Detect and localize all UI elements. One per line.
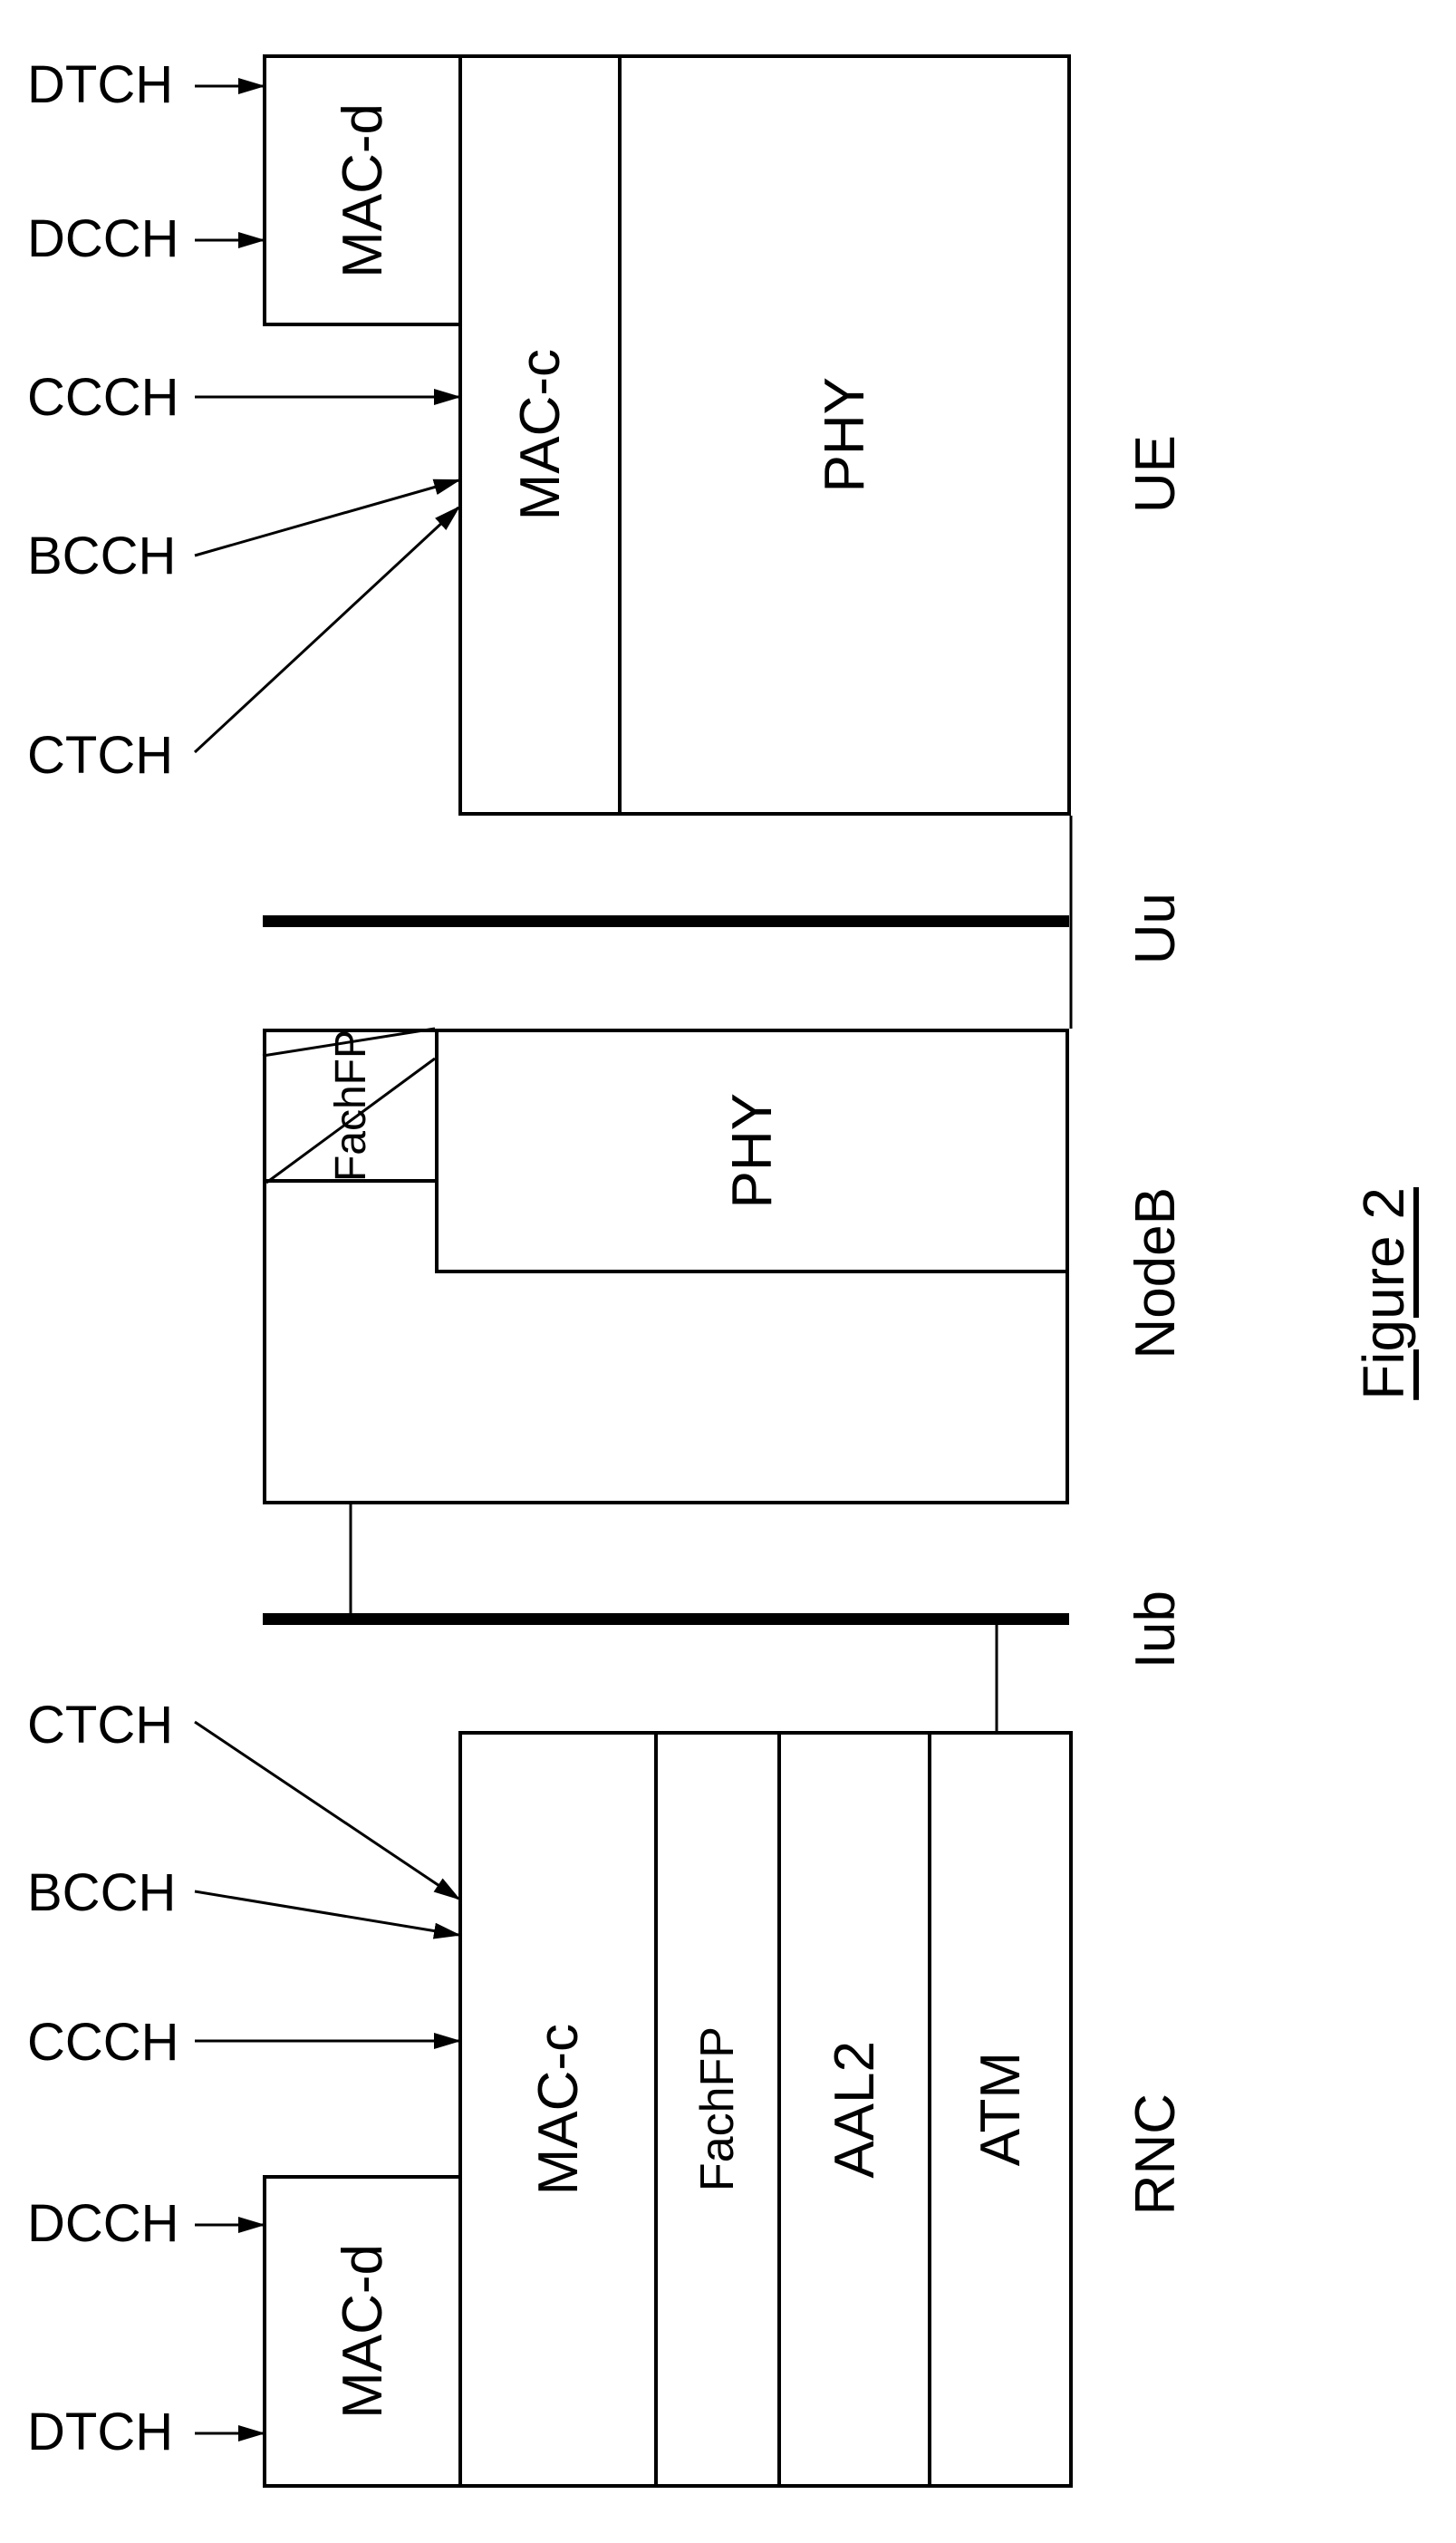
nodeb-phy-box: PHY	[435, 1029, 1069, 1273]
ue-dtch-label: DTCH	[27, 54, 173, 115]
figure-caption: Figure 2	[1350, 1187, 1417, 1400]
rnc-ccch-label: CCCH	[27, 2012, 179, 2073]
nodeb-fachfp-box: FachFP	[263, 1029, 439, 1183]
rnc-mac-c-box: MAC-c	[458, 1731, 658, 2488]
ue-mac-c-box: MAC-c	[458, 54, 622, 816]
rnc-atm-box: ATM	[928, 1731, 1073, 2488]
rnc-dcch-label: DCCH	[27, 2193, 179, 2254]
rnc-atm-text: ATM	[969, 2052, 1033, 2166]
rnc-ctch-label: CTCH	[27, 1695, 173, 1755]
rnc-entity-label: RNC	[1123, 2093, 1188, 2215]
ue-mac-c-text: MAC-c	[508, 349, 573, 520]
ue-ctch-label: CTCH	[27, 725, 173, 786]
rnc-mac-c-text: MAC-c	[526, 2024, 591, 2195]
rnc-mac-d-text: MAC-d	[331, 2244, 395, 2419]
rnc-bcch-label: BCCH	[27, 1862, 176, 1923]
rnc-aal2-text: AAL2	[823, 2041, 887, 2179]
ue-bcch-label: BCCH	[27, 526, 176, 586]
uu-interface-label: Uu	[1123, 893, 1188, 964]
ue-ccch-label: CCCH	[27, 367, 179, 428]
ue-dcch-label: DCCH	[27, 208, 179, 269]
rnc-aal2-box: AAL2	[777, 1731, 931, 2488]
rnc-fachfp-text: FachFP	[690, 2026, 745, 2191]
ue-phy-box: PHY	[618, 54, 1071, 816]
rnc-mac-d-box: MAC-d	[263, 2175, 462, 2488]
rnc-dtch-label: DTCH	[27, 2402, 173, 2462]
ue-mac-d-box: MAC-d	[263, 54, 462, 326]
ue-entity-label: UE	[1123, 435, 1188, 513]
nodeb-phy-text: PHY	[720, 1093, 785, 1208]
nodeb-entity-label: NodeB	[1123, 1187, 1188, 1359]
ue-mac-d-text: MAC-d	[331, 103, 395, 278]
nodeb-fachfp-text: FachFP	[326, 1030, 376, 1182]
iub-interface-label: Iub	[1123, 1591, 1188, 1668]
protocol-stack-diagram: DTCH DCCH CCCH BCCH CTCH CTCH BCCH CCCH …	[0, 0, 1456, 2543]
ue-phy-text: PHY	[813, 377, 877, 492]
rnc-fachfp-box: FachFP	[654, 1731, 781, 2488]
